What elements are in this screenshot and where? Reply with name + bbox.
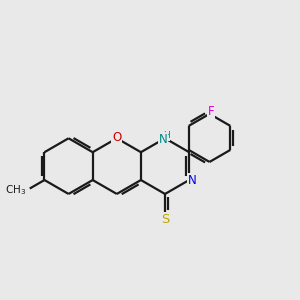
Text: N: N (188, 173, 197, 187)
Text: O: O (112, 130, 122, 144)
Text: F: F (208, 105, 214, 118)
Text: S: S (161, 213, 169, 226)
Text: H: H (163, 131, 170, 140)
Text: CH$_3$: CH$_3$ (5, 183, 26, 197)
Text: N: N (159, 133, 168, 146)
